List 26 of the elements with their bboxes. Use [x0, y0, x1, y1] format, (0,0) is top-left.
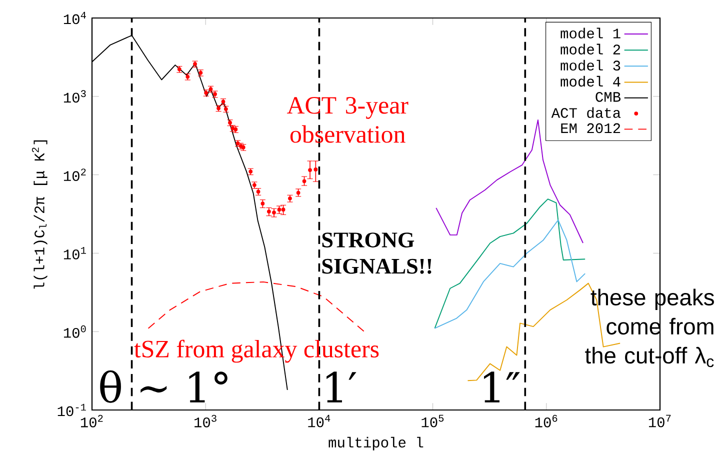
- y-tick-label: 10$^{0}$: [64, 325, 86, 338]
- annotation: ACT 3-year observation: [286, 97, 408, 143]
- x-tick-label: 10$^{2}$: [80, 414, 103, 428]
- x-tick-label: 10$^{3}$: [194, 414, 216, 428]
- ref-line-label: 1′: [326, 372, 356, 402]
- legend-label: model 4: [560, 76, 620, 87]
- legend-label: model 2: [560, 44, 620, 54]
- legend-label: ACT data: [551, 107, 621, 118]
- x-tick-label: 10$^{6}$: [535, 414, 558, 428]
- ref-line-label: θ ∼ 1°: [100, 370, 228, 403]
- y-tick-label: 10$^{1}$: [64, 247, 86, 260]
- x-tick-label: 10$^{4}$: [308, 414, 330, 428]
- x-tick-label: 10$^{5}$: [422, 414, 444, 428]
- y-tick-label: 10$^{3}$: [64, 90, 86, 103]
- y-axis-title: l(l+1)C$_{l}$/2π [μ K$^{2}$]: [32, 140, 48, 289]
- legend-label: model 1: [560, 28, 620, 38]
- y-tick-label: 10$^{4}$: [64, 12, 86, 24]
- y-tick-label: 10$^{-1}$: [58, 404, 86, 416]
- legend-label: EM 2012: [561, 123, 620, 134]
- ref-line-label: 1″: [484, 372, 520, 402]
- x-axis-title: multipole l: [328, 436, 424, 450]
- x-tick-label: 10$^{7}$: [648, 414, 671, 428]
- annotation: STRONG SIGNALS!!: [322, 232, 432, 274]
- legend-label: CMB: [596, 92, 621, 102]
- legend-label: model 3: [560, 60, 620, 71]
- y-tick-label: 10$^{2}$: [64, 168, 86, 182]
